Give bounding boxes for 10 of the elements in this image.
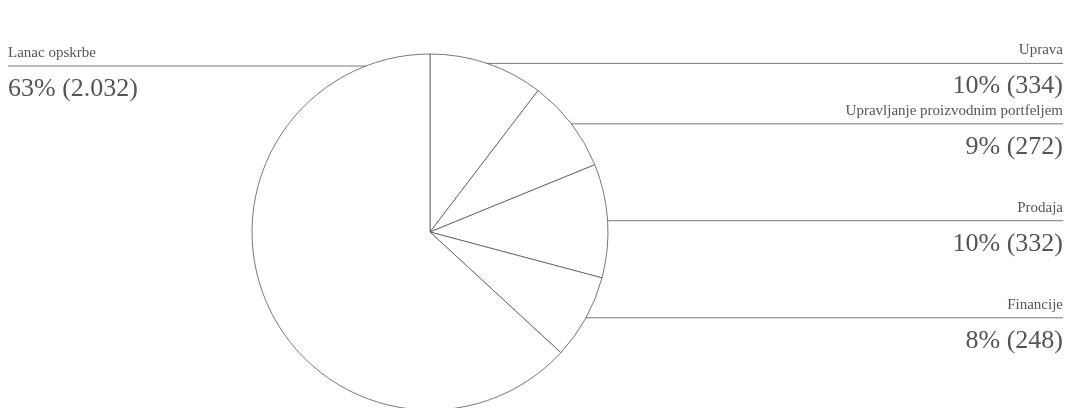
slice-label: Financije — [1007, 295, 1064, 312]
data-label: 9% (272) — [965, 130, 1063, 160]
slice-label: Upravljanje proizvodnim portfeljem — [845, 101, 1064, 118]
slice-label: Lanac opskrbe — [8, 44, 97, 60]
slice-label: Prodaja — [1017, 198, 1064, 215]
data-label: 10% (332) — [952, 227, 1063, 257]
data-label: 10% (334) — [952, 70, 1063, 100]
slice-label: Uprava — [1018, 41, 1064, 58]
data-label: 63% (2.032) — [8, 73, 138, 102]
data-label: 8% (248) — [965, 324, 1063, 354]
